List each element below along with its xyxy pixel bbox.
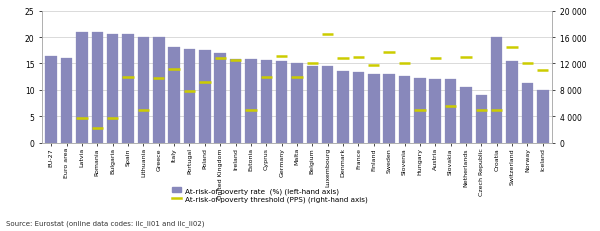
Bar bbox=[169, 47, 180, 143]
Bar bbox=[245, 60, 257, 143]
Bar bbox=[460, 88, 472, 143]
Bar bbox=[399, 76, 410, 143]
Legend: At-risk-of poverty rate  (%) (left-hand axis), At-risk-of-poverty threshold (PPS: At-risk-of poverty rate (%) (left-hand a… bbox=[172, 187, 368, 202]
Bar bbox=[291, 64, 303, 143]
Bar bbox=[214, 54, 226, 143]
Bar bbox=[476, 96, 487, 143]
Bar bbox=[537, 91, 548, 143]
Bar bbox=[506, 62, 518, 143]
Bar bbox=[76, 33, 88, 143]
Bar bbox=[491, 38, 502, 143]
Bar bbox=[430, 80, 441, 143]
Bar bbox=[276, 62, 287, 143]
Bar bbox=[137, 38, 149, 143]
Bar bbox=[46, 56, 57, 143]
Bar bbox=[184, 49, 195, 143]
Bar bbox=[521, 83, 533, 143]
Bar bbox=[383, 75, 395, 143]
Bar bbox=[414, 79, 425, 143]
Bar bbox=[107, 35, 118, 143]
Bar bbox=[199, 51, 211, 143]
Bar bbox=[92, 33, 103, 143]
Bar bbox=[122, 35, 134, 143]
Bar bbox=[353, 73, 364, 143]
Bar bbox=[307, 66, 318, 143]
Bar bbox=[322, 67, 334, 143]
Bar bbox=[445, 80, 457, 143]
Bar bbox=[61, 59, 73, 143]
Bar bbox=[230, 59, 241, 143]
Bar bbox=[337, 72, 349, 143]
Text: Source: Eurostat (online data codes: ilc_li01 and ilc_li02): Source: Eurostat (online data codes: ilc… bbox=[6, 220, 205, 226]
Bar bbox=[260, 61, 272, 143]
Bar bbox=[368, 74, 380, 143]
Bar bbox=[153, 38, 164, 143]
